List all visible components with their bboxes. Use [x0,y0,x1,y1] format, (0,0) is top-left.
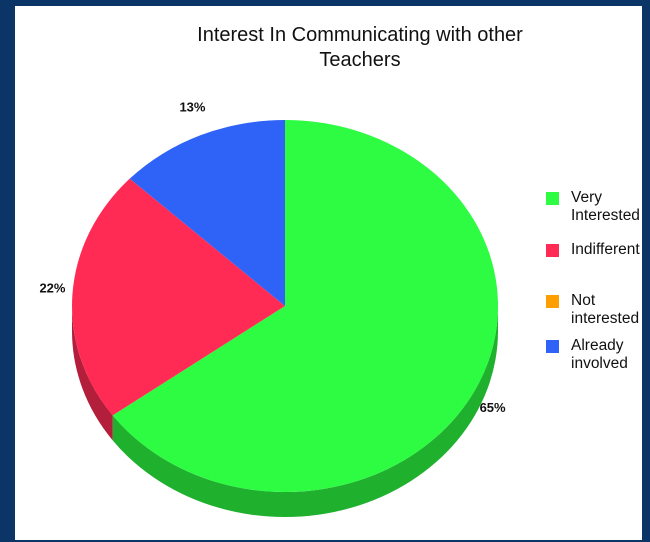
legend-label-line: Indifferent [571,241,640,258]
legend-swatch-very-interested [546,192,559,205]
chart-panel: Interest In Communicating with other Tea… [15,6,642,540]
legend-label-line: Already [571,337,624,354]
pie-slices [72,120,498,492]
legend-label-line: Interested [571,207,640,224]
legend-label-very-interested: Very Interested [571,189,650,225]
pie-sides [72,306,499,517]
legend-swatch-not-interested [546,295,559,308]
legend-label-already-involved: Already involved [571,337,650,373]
legend-swatch-indifferent [546,244,559,257]
chart-title-line-2: Teachers [319,49,401,71]
chart-title-line-1: Interest In Communicating with other [197,24,523,46]
legend-label-indifferent: Indifferent [571,241,650,259]
pie-side-indifferent [72,306,113,441]
pie-label-very-interested: 65% [480,400,506,415]
pie-slice-very-interested [112,120,498,492]
legend-label-line: interested [571,310,640,327]
pie-slice-already-involved [129,120,285,306]
legend-swatch-already-involved [546,340,559,353]
pie-side-very-interested [112,306,499,517]
legend-label-line: Very [571,189,603,206]
pie-data-labels: 65% 22% 13% [39,99,506,415]
pie-label-indifferent: 22% [39,281,65,296]
legend-label-not-interested: Not interested [571,292,650,328]
legend-label-line: Not [571,292,596,309]
pie-label-already-involved: 13% [179,99,205,114]
legend-label-line: involved [571,355,628,372]
pie-chart: 65% 22% 13% [39,99,506,517]
pie-slice-indifferent [72,178,285,416]
